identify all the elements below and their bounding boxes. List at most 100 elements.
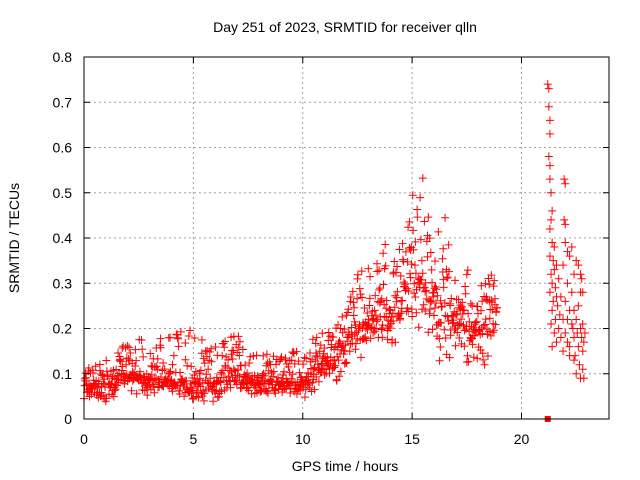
data-point (468, 340, 477, 349)
data-point (464, 309, 473, 318)
data-point (173, 333, 182, 342)
data-point (396, 272, 405, 281)
data-point (190, 371, 199, 380)
data-point (550, 265, 559, 274)
data-point (226, 383, 235, 392)
data-point (349, 311, 358, 320)
data-point (324, 361, 333, 370)
data-point (344, 305, 353, 314)
data-point (241, 361, 250, 370)
data-point (138, 345, 147, 354)
data-point (444, 267, 453, 276)
data-point (383, 335, 392, 344)
data-point (250, 389, 259, 398)
data-point (234, 365, 243, 374)
data-point (299, 360, 308, 369)
data-point (324, 336, 333, 345)
data-point (175, 390, 184, 399)
data-point (176, 368, 185, 377)
data-point (462, 358, 471, 367)
data-point (561, 329, 570, 338)
data-point (363, 309, 372, 318)
data-point (427, 265, 436, 274)
data-point (485, 280, 494, 289)
data-point (341, 358, 350, 367)
data-point (554, 324, 563, 333)
data-point (572, 256, 581, 265)
data-point (545, 288, 554, 297)
data-point (228, 355, 237, 364)
data-point (110, 386, 119, 395)
data-point (570, 333, 578, 342)
data-point (435, 334, 444, 343)
data-point (205, 356, 214, 365)
data-point (421, 307, 430, 316)
data-point (436, 296, 445, 305)
data-point (543, 80, 552, 89)
data-point (236, 361, 245, 370)
data-point (172, 330, 181, 339)
data-point (275, 357, 284, 366)
data-point (479, 321, 488, 330)
data-point (489, 282, 498, 291)
data-point (425, 234, 434, 243)
data-point (327, 340, 336, 349)
data-point (491, 320, 500, 329)
data-point (284, 362, 293, 371)
data-point (330, 363, 339, 372)
data-point (288, 370, 297, 379)
data-point (471, 318, 480, 327)
y-tick-label: 0.6 (53, 140, 73, 156)
data-point (123, 342, 132, 351)
data-point (431, 257, 440, 266)
data-point (426, 305, 435, 314)
data-point (380, 300, 389, 309)
data-point (478, 329, 487, 338)
data-point (441, 213, 450, 222)
data-point (211, 342, 220, 351)
data-point (315, 364, 324, 373)
data-point (401, 247, 410, 256)
data-point (345, 347, 354, 356)
data-point (281, 354, 290, 363)
data-point (305, 383, 314, 392)
data-point (416, 235, 425, 244)
data-point (174, 334, 183, 343)
data-point (434, 227, 443, 236)
data-point (375, 298, 384, 307)
data-point (314, 377, 323, 386)
data-point (122, 360, 131, 369)
data-point (578, 347, 587, 356)
data-point (350, 330, 359, 339)
data-point (354, 324, 363, 333)
data-point (302, 354, 311, 363)
data-point (551, 315, 560, 324)
data-point (401, 279, 410, 288)
data-point (567, 288, 576, 297)
y-tick-label: 0.8 (53, 49, 73, 65)
data-point (565, 252, 574, 261)
data-point (112, 365, 121, 374)
data-point (439, 275, 448, 284)
data-point (570, 306, 578, 315)
data-point (559, 261, 568, 270)
data-point (555, 310, 564, 319)
data-point (311, 339, 320, 348)
data-point (549, 256, 558, 265)
data-point (184, 332, 193, 341)
data-point (575, 360, 584, 369)
data-point (95, 366, 104, 375)
data-point (137, 379, 146, 388)
data-point (443, 273, 452, 282)
data-point (362, 336, 371, 345)
data-point (461, 289, 470, 298)
data-point (153, 354, 162, 363)
data-point (574, 342, 583, 351)
data-point (483, 352, 492, 360)
data-point (547, 215, 556, 224)
data-point (455, 319, 464, 328)
data-point (191, 367, 200, 376)
data-point (561, 220, 570, 229)
data-point (439, 244, 448, 253)
data-point (405, 243, 414, 252)
